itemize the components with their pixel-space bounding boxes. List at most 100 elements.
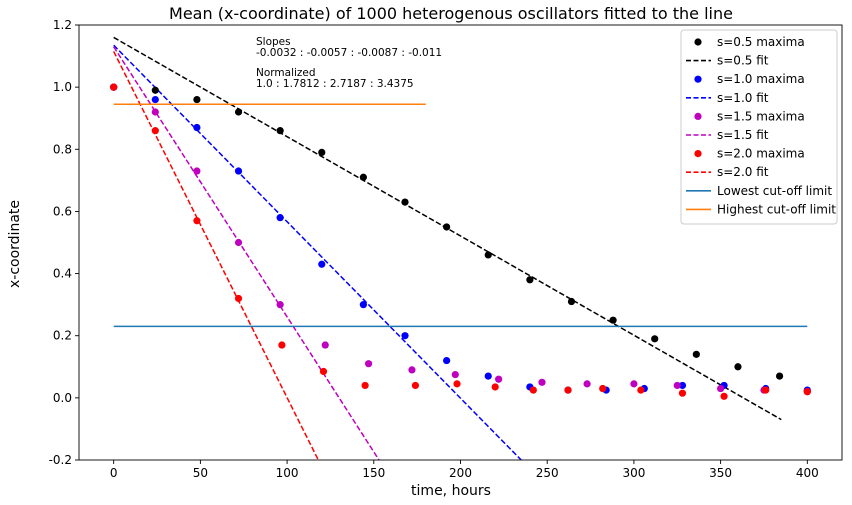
data-point (734, 363, 742, 371)
data-point (526, 276, 534, 284)
x-tick-label: 50 (193, 466, 208, 480)
legend-item-s-1-0-fit: s=1.0 fit (686, 91, 769, 105)
y-tick-label: 0.0 (53, 391, 72, 405)
data-point (234, 108, 243, 116)
data-point (692, 350, 700, 358)
data-point (630, 380, 638, 388)
data-point (717, 384, 725, 393)
data-point (359, 173, 367, 181)
data-point (276, 301, 284, 309)
y-tick-label: -0.2 (49, 453, 72, 467)
annotation-slopes-title: Slopes (256, 36, 291, 48)
legend-item-s-1-5-fit: s=1.5 fit (686, 128, 769, 142)
data-point (361, 381, 369, 390)
data-point (678, 389, 687, 397)
data-point (319, 367, 328, 376)
legend-marker (694, 75, 702, 83)
legend-marker (694, 38, 702, 46)
x-tick-label: 100 (276, 466, 299, 480)
y-tick-label: 1.0 (53, 80, 72, 94)
annotation-normalized-title: Normalized (256, 67, 316, 79)
series-line-s-2-0-fit (113, 51, 319, 460)
data-point (193, 167, 201, 175)
data-point (151, 86, 159, 94)
data-point (673, 381, 681, 390)
legend-box (680, 29, 838, 225)
data-point (234, 238, 243, 247)
data-point (318, 148, 326, 156)
series-s-2-0-maxima (110, 83, 811, 400)
legend-label: s=1.5 maxima (717, 109, 805, 123)
legend-label: s=0.5 maxima (717, 35, 805, 49)
y-tick-label: 0.6 (53, 204, 72, 218)
series-line-s-1-5-fit (113, 46, 380, 460)
data-point (408, 366, 416, 374)
data-point (583, 380, 591, 388)
data-point (234, 294, 243, 303)
legend-label: s=0.5 fit (717, 54, 769, 68)
legend-item-s-2-0-maxima: s=2.0 maxima (694, 147, 805, 161)
legend-item-s-1-0-maxima: s=1.0 maxima (694, 72, 805, 86)
data-point (484, 251, 492, 259)
data-point (564, 386, 572, 394)
data-point (637, 386, 645, 394)
data-point (484, 372, 492, 380)
chart-title: Mean (x-coordinate) of 1000 heterogenous… (169, 4, 733, 23)
annotation-normalized-values: 1.0 : 1.7812 : 2.7187 : 3.4375 (256, 78, 414, 90)
y-axis-label: x-coordinate (7, 200, 23, 288)
legend-marker (694, 112, 702, 120)
legend-item-s-1-5-maxima: s=1.5 maxima (694, 109, 805, 123)
data-point (234, 167, 243, 175)
y-tick-label: 0.2 (53, 329, 72, 343)
x-tick-label: 250 (536, 466, 559, 480)
series-line-s-1-0-fit (113, 44, 522, 460)
data-point (453, 380, 461, 388)
plot-area (110, 36, 811, 460)
data-point (529, 386, 537, 394)
x-tick-label: 200 (449, 466, 472, 480)
data-point (491, 383, 499, 391)
data-point (193, 217, 201, 225)
x-tick-label: 400 (796, 466, 819, 480)
legend-item-highest-cut-off-limit: Highest cut-off limit (686, 202, 836, 216)
y-tick-label: 0.4 (53, 267, 72, 281)
data-point (193, 123, 201, 132)
data-point (775, 372, 784, 380)
x-tick-label: 350 (709, 466, 732, 480)
data-point (401, 332, 409, 340)
data-point (567, 297, 576, 306)
legend-marker (694, 150, 702, 158)
y-tick-label: 1.2 (53, 18, 72, 32)
x-tick-label: 0 (110, 466, 118, 480)
data-point (151, 127, 159, 135)
data-point (411, 381, 420, 390)
y-tick-label: 0.8 (53, 142, 72, 156)
legend-item-s-2-0-fit: s=2.0 fit (686, 165, 769, 179)
data-point (803, 388, 811, 396)
data-point (364, 360, 373, 368)
data-point (318, 260, 326, 268)
legend: s=0.5 maxima s=0.5 fit s=1.0 maxima s=1.0 f… (680, 29, 838, 225)
legend-label: s=1.5 fit (717, 128, 769, 142)
legend-label: Lowest cut-off limit (717, 184, 832, 198)
legend-label: s=1.0 maxima (717, 72, 805, 86)
legend-item-s-0-5-fit: s=0.5 fit (686, 54, 769, 68)
data-point (609, 316, 617, 324)
data-point (276, 127, 284, 135)
data-point (151, 108, 159, 116)
annotation-block: Slopes -0.0032 : -0.0057 : -0.0087 : -0.… (256, 36, 442, 90)
data-point (651, 335, 659, 343)
data-point (151, 95, 159, 104)
series-s-1-5-maxima (110, 83, 811, 396)
data-point (401, 198, 409, 206)
data-point (678, 381, 687, 390)
data-point (278, 341, 286, 349)
axes: 0 50 100 150 200 250 300 350 400 -0.2 0.0 0.2 0.4 0.6… (49, 18, 843, 480)
legend-item-lowest-cut-off-limit: Lowest cut-off limit (686, 184, 832, 198)
legend-label: s=2.0 fit (717, 165, 769, 179)
data-point (443, 223, 451, 231)
data-point (359, 301, 367, 309)
x-tick-label: 150 (362, 466, 385, 480)
legend-label: s=1.0 fit (717, 91, 769, 105)
